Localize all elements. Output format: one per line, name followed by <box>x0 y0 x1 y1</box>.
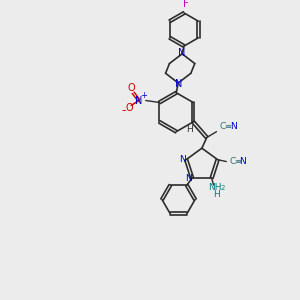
Text: ≡: ≡ <box>224 122 231 131</box>
Text: +: + <box>140 91 147 100</box>
Text: N: N <box>239 157 246 166</box>
Text: NH: NH <box>208 183 221 192</box>
Text: -: - <box>121 104 126 117</box>
Text: O: O <box>125 103 133 113</box>
Text: H: H <box>213 190 220 199</box>
Text: N: N <box>135 95 143 106</box>
Text: N: N <box>185 174 192 183</box>
Text: O: O <box>128 83 135 93</box>
Text: ≡: ≡ <box>234 157 241 166</box>
Text: H: H <box>186 125 193 134</box>
Text: N: N <box>178 48 186 58</box>
Text: C: C <box>229 157 235 166</box>
Text: 2: 2 <box>220 185 224 191</box>
Text: N: N <box>179 155 186 164</box>
Text: N: N <box>175 79 182 89</box>
Text: C: C <box>219 122 225 131</box>
Text: F: F <box>183 0 189 9</box>
Text: N: N <box>230 122 236 131</box>
